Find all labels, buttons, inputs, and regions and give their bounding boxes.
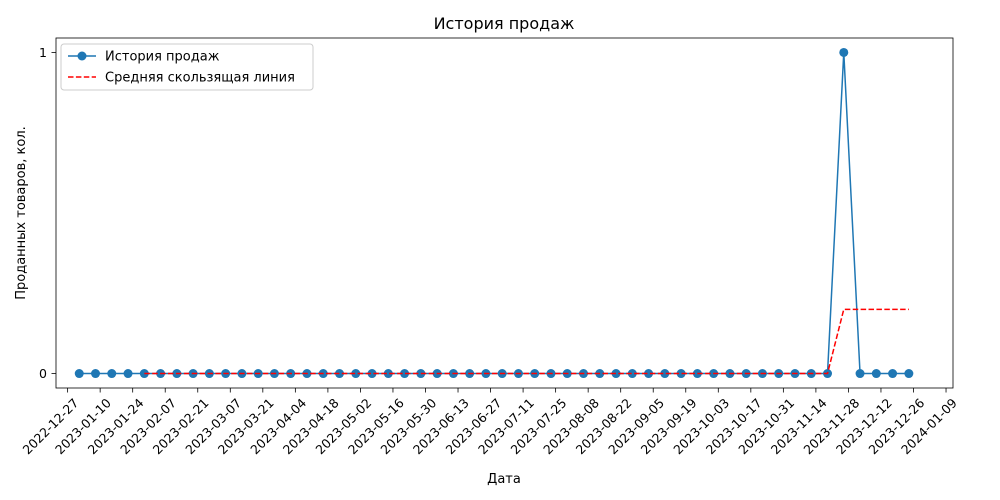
data-point [351,369,361,379]
data-point [871,369,881,379]
data-point [611,369,621,379]
data-point [660,369,670,379]
y-axis-label: Проданных товаров, кол. [14,126,29,300]
legend-label: Средняя скользящая линия [105,71,295,86]
chart-title: История продаж [434,14,575,33]
x-axis-label: Дата [487,472,521,487]
plot-area [56,38,953,388]
data-point [839,47,849,57]
series-line-moving-average [144,308,909,375]
y-tick-label: 1 [39,45,47,60]
data-point [335,369,345,379]
legend-box [60,43,314,91]
legend: История продаж Средняя скользящая линия [60,43,314,91]
data-point [400,369,410,379]
data-point [644,369,654,379]
data-point [91,369,101,379]
data-point [627,369,637,379]
data-point [904,369,914,379]
y-tick-label: 0 [39,366,47,381]
data-point [855,369,865,379]
series-layer [74,47,914,379]
data-point [123,369,133,379]
data-point [367,369,377,379]
plot-background [56,38,953,388]
data-point [676,369,686,379]
legend-label: История продаж [105,50,220,65]
legend-marker [77,51,87,61]
data-point [74,369,84,379]
data-point [383,369,393,379]
data-point [107,369,117,379]
data-point [888,369,898,379]
axes-frame [55,37,954,389]
